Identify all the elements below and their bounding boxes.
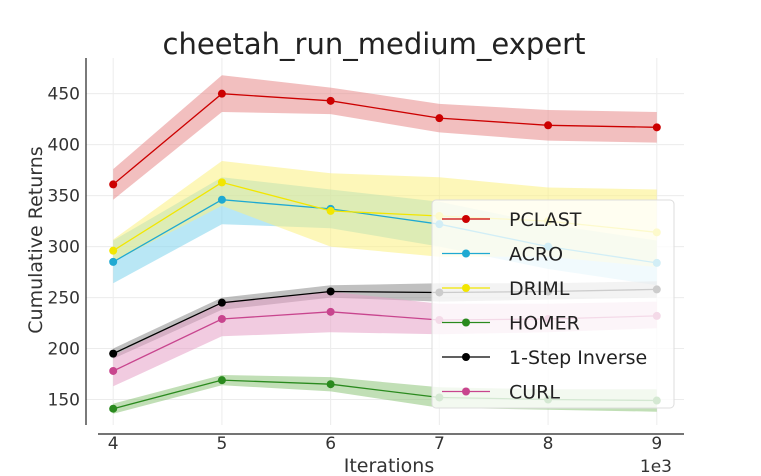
- data-point-5-0: [109, 366, 118, 375]
- x-tick-label: 7: [434, 434, 445, 454]
- y-tick-label: 250: [48, 289, 80, 309]
- data-point-0-2: [326, 96, 335, 105]
- tick-labels: 4 5 6 7 8 9 150 200 250 300 350 400 450: [48, 85, 663, 454]
- y-tick-label: 150: [48, 391, 80, 411]
- data-point-5-2: [326, 307, 335, 316]
- data-point-0-3: [435, 114, 444, 123]
- y-tick-label: 200: [48, 340, 80, 360]
- data-point-0-4: [544, 121, 553, 130]
- data-point-0-0: [109, 180, 118, 189]
- x-tick-label: 9: [651, 434, 662, 454]
- legend-marker-0: [462, 215, 470, 223]
- legend-label-5: CURL: [509, 382, 560, 404]
- data-point-4-1: [217, 298, 226, 307]
- legend-marker-2: [462, 284, 470, 292]
- x-tick-label: 5: [216, 434, 227, 454]
- legend-label-0: PCLAST: [509, 209, 582, 231]
- data-point-2-1: [217, 178, 226, 187]
- x-tick-label: 4: [108, 434, 119, 454]
- legend: PCLAST ACRO DRIML HOMER 1-Step Inverse CURL: [431, 199, 675, 409]
- legend-marker-1: [462, 249, 470, 258]
- data-point-3-0: [109, 404, 118, 413]
- data-point-4-0: [109, 349, 118, 358]
- y-tick-label: 300: [48, 238, 80, 258]
- data-point-3-2: [326, 380, 335, 389]
- y-tick-label: 450: [48, 85, 80, 105]
- legend-box: [431, 199, 675, 409]
- legend-label-2: DRIML: [509, 278, 570, 300]
- data-point-0-1: [217, 89, 226, 98]
- x-axis-offset-label: 1e3: [640, 457, 672, 476]
- data-point-5-1: [217, 314, 226, 323]
- data-point-1-1: [217, 195, 226, 204]
- band-0: [113, 75, 657, 200]
- legend-label-4: 1-Step Inverse: [509, 347, 647, 369]
- x-tick-label: 6: [325, 434, 336, 454]
- legend-marker-5: [462, 387, 470, 396]
- data-point-1-0: [109, 257, 118, 266]
- data-point-2-0: [109, 246, 118, 255]
- legend-marker-4: [462, 353, 470, 361]
- axes: [85, 58, 684, 435]
- x-tick-label: 8: [543, 434, 554, 454]
- y-tick-label: 350: [48, 187, 80, 207]
- data-point-0-5: [652, 123, 661, 132]
- legend-label-3: HOMER: [509, 313, 580, 335]
- data-point-2-2: [326, 206, 335, 215]
- data-point-3-1: [217, 376, 226, 385]
- y-tick-label: 400: [48, 136, 80, 156]
- x-axis-label: Iterations: [344, 455, 435, 476]
- legend-label-1: ACRO: [509, 244, 563, 266]
- data-point-4-2: [326, 287, 335, 296]
- series-line-0: [112, 93, 657, 185]
- legend-marker-3: [462, 318, 470, 327]
- y-axis-label: Cumulative Returns: [25, 146, 47, 333]
- chart-title: cheetah_run_medium_expert: [163, 27, 586, 61]
